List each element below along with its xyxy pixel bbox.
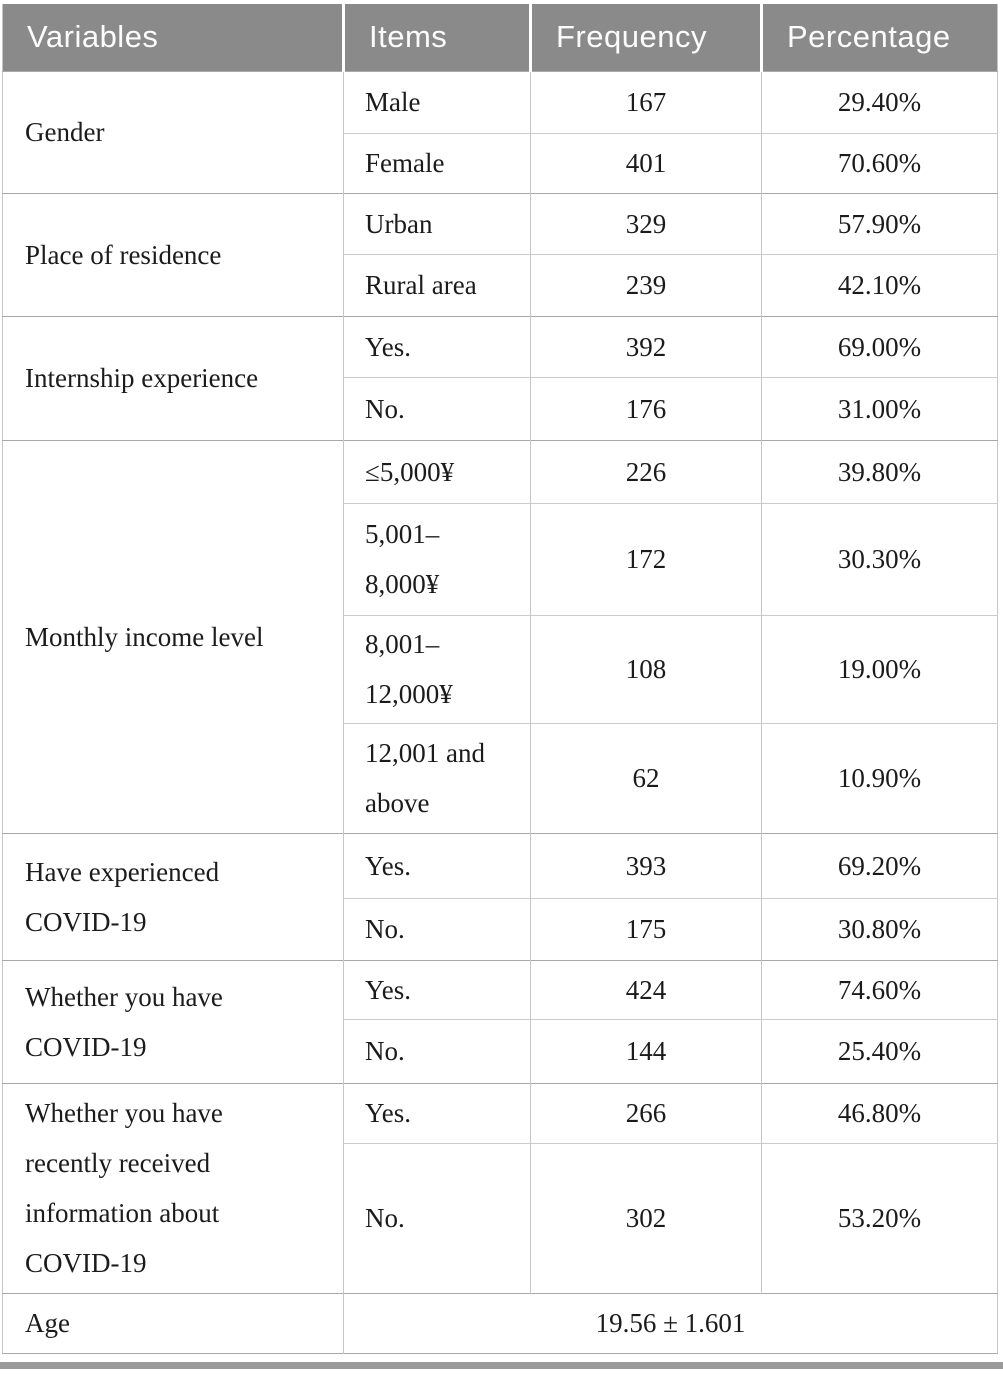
- frequency-cell: 393: [530, 832, 762, 898]
- age-value-cell: 19.56 ± 1.601: [343, 1292, 998, 1353]
- frequency-cell: 144: [530, 1018, 762, 1083]
- item-cell: 8,001– 12,000¥: [343, 614, 531, 723]
- item-cell: Yes.: [343, 315, 531, 377]
- variable-cell: Internship experience: [2, 315, 344, 440]
- item-cell: No.: [343, 1142, 531, 1293]
- item-cell: Yes.: [343, 959, 531, 1019]
- table-row: Rural area 239 42.10%: [3, 253, 998, 316]
- table-row: 12,001 and above 62 10.90%: [3, 722, 998, 833]
- item-cell: Rural area: [343, 253, 531, 316]
- percentage-cell: 31.00%: [761, 376, 998, 440]
- item-cell: Female: [343, 132, 531, 193]
- variable-cell: Whether you have COVID-19: [2, 959, 344, 1083]
- percentage-cell: 42.10%: [761, 253, 998, 316]
- col-header-items: Items: [343, 4, 532, 71]
- table-row: Whether you have COVID-19 Yes. 424 74.60…: [2, 959, 998, 1083]
- percentage-cell: 46.80%: [761, 1082, 998, 1143]
- percentage-cell: 10.90%: [761, 722, 998, 833]
- percentage-cell: 25.40%: [761, 1018, 998, 1083]
- table-header: Variables Items Frequency Percentage: [2, 4, 998, 71]
- frequency-cell: 424: [530, 959, 762, 1019]
- table-row: 5,001– 8,000¥ 172 30.30%: [3, 502, 998, 615]
- item-cell: No.: [343, 376, 531, 440]
- table-row: Female 401 70.60%: [3, 132, 998, 193]
- group-place-of-residence: Place of residence Urban 329 57.90% Rura…: [2, 192, 998, 316]
- table-row: Age 19.56 ± 1.601: [2, 1292, 998, 1353]
- variable-cell: Monthly income level: [2, 439, 344, 833]
- group-have-experienced-covid: Have experienced COVID-19 Yes. 393 69.20…: [2, 832, 998, 960]
- frequency-cell: 62: [530, 722, 762, 833]
- item-cell: No.: [343, 1018, 531, 1083]
- table-row: Internship experience Yes. 392 69.00%: [2, 315, 998, 440]
- percentage-cell: 69.00%: [761, 315, 998, 377]
- table-row: Monthly income level ≤5,000¥ 226 39.80%: [2, 439, 998, 833]
- table-row: Whether you have recently received infor…: [2, 1082, 998, 1293]
- variable-cell: Age: [2, 1292, 344, 1353]
- percentage-cell: 39.80%: [761, 439, 998, 503]
- col-header-variables: Variables: [2, 4, 345, 71]
- variable-cell: Whether you have recently received infor…: [2, 1082, 344, 1293]
- item-cell: No.: [343, 897, 531, 960]
- percentage-cell: 30.80%: [761, 897, 998, 960]
- group-gender: Gender Male 167 29.40% Female 401 70.60%: [2, 70, 998, 193]
- item-cell: 12,001 and above: [343, 722, 531, 833]
- table-row: Place of residence Urban 329 57.90%: [2, 192, 998, 316]
- col-header-frequency: Frequency: [530, 4, 763, 71]
- percentage-cell: 70.60%: [761, 132, 998, 193]
- group-internship-experience: Internship experience Yes. 392 69.00% No…: [2, 315, 998, 440]
- frequency-cell: 302: [530, 1142, 762, 1293]
- table-row: 8,001– 12,000¥ 108 19.00%: [3, 614, 998, 723]
- col-header-percentage: Percentage: [761, 4, 998, 71]
- table-row: Have experienced COVID-19 Yes. 393 69.20…: [2, 832, 998, 960]
- variable-cell: Gender: [2, 70, 344, 193]
- frequency-cell: 329: [530, 192, 762, 254]
- item-cell: Yes.: [343, 1082, 531, 1143]
- frequency-cell: 175: [530, 897, 762, 960]
- frequency-cell: 172: [530, 502, 762, 615]
- percentage-cell: 30.30%: [761, 502, 998, 615]
- table-bottom-rule: [0, 1362, 1003, 1369]
- item-cell: ≤5,000¥: [343, 439, 531, 503]
- table-row: Gender Male 167 29.40%: [2, 70, 998, 193]
- table-row: No. 176 31.00%: [3, 376, 998, 440]
- frequency-cell: 401: [530, 132, 762, 193]
- frequency-cell: 176: [530, 376, 762, 440]
- group-monthly-income: Monthly income level ≤5,000¥ 226 39.80% …: [2, 439, 998, 833]
- header-row: Variables Items Frequency Percentage: [2, 4, 998, 71]
- percentage-cell: 29.40%: [761, 70, 998, 133]
- percentage-cell: 19.00%: [761, 614, 998, 723]
- table-row: No. 302 53.20%: [3, 1142, 998, 1293]
- frequency-cell: 167: [530, 70, 762, 133]
- percentage-cell: 53.20%: [761, 1142, 998, 1293]
- frequency-cell: 239: [530, 253, 762, 316]
- table-row: No. 144 25.40%: [3, 1018, 998, 1083]
- percentage-cell: 57.90%: [761, 192, 998, 254]
- frequency-cell: 266: [530, 1082, 762, 1143]
- item-cell: Urban: [343, 192, 531, 254]
- table-row: No. 175 30.80%: [3, 897, 998, 960]
- item-cell: 5,001– 8,000¥: [343, 502, 531, 615]
- item-cell: Yes.: [343, 832, 531, 898]
- frequency-cell: 392: [530, 315, 762, 377]
- item-cell: Male: [343, 70, 531, 133]
- frequency-cell: 226: [530, 439, 762, 503]
- variable-cell: Have experienced COVID-19: [2, 832, 344, 960]
- percentage-cell: 74.60%: [761, 959, 998, 1019]
- demographics-table: Variables Items Frequency Percentage Gen…: [2, 4, 998, 1354]
- summary-age: Age 19.56 ± 1.601: [2, 1292, 998, 1353]
- group-recent-covid-information: Whether you have recently received infor…: [2, 1082, 998, 1293]
- percentage-cell: 69.20%: [761, 832, 998, 898]
- group-whether-have-covid: Whether you have COVID-19 Yes. 424 74.60…: [2, 959, 998, 1083]
- frequency-cell: 108: [530, 614, 762, 723]
- variable-cell: Place of residence: [2, 192, 344, 316]
